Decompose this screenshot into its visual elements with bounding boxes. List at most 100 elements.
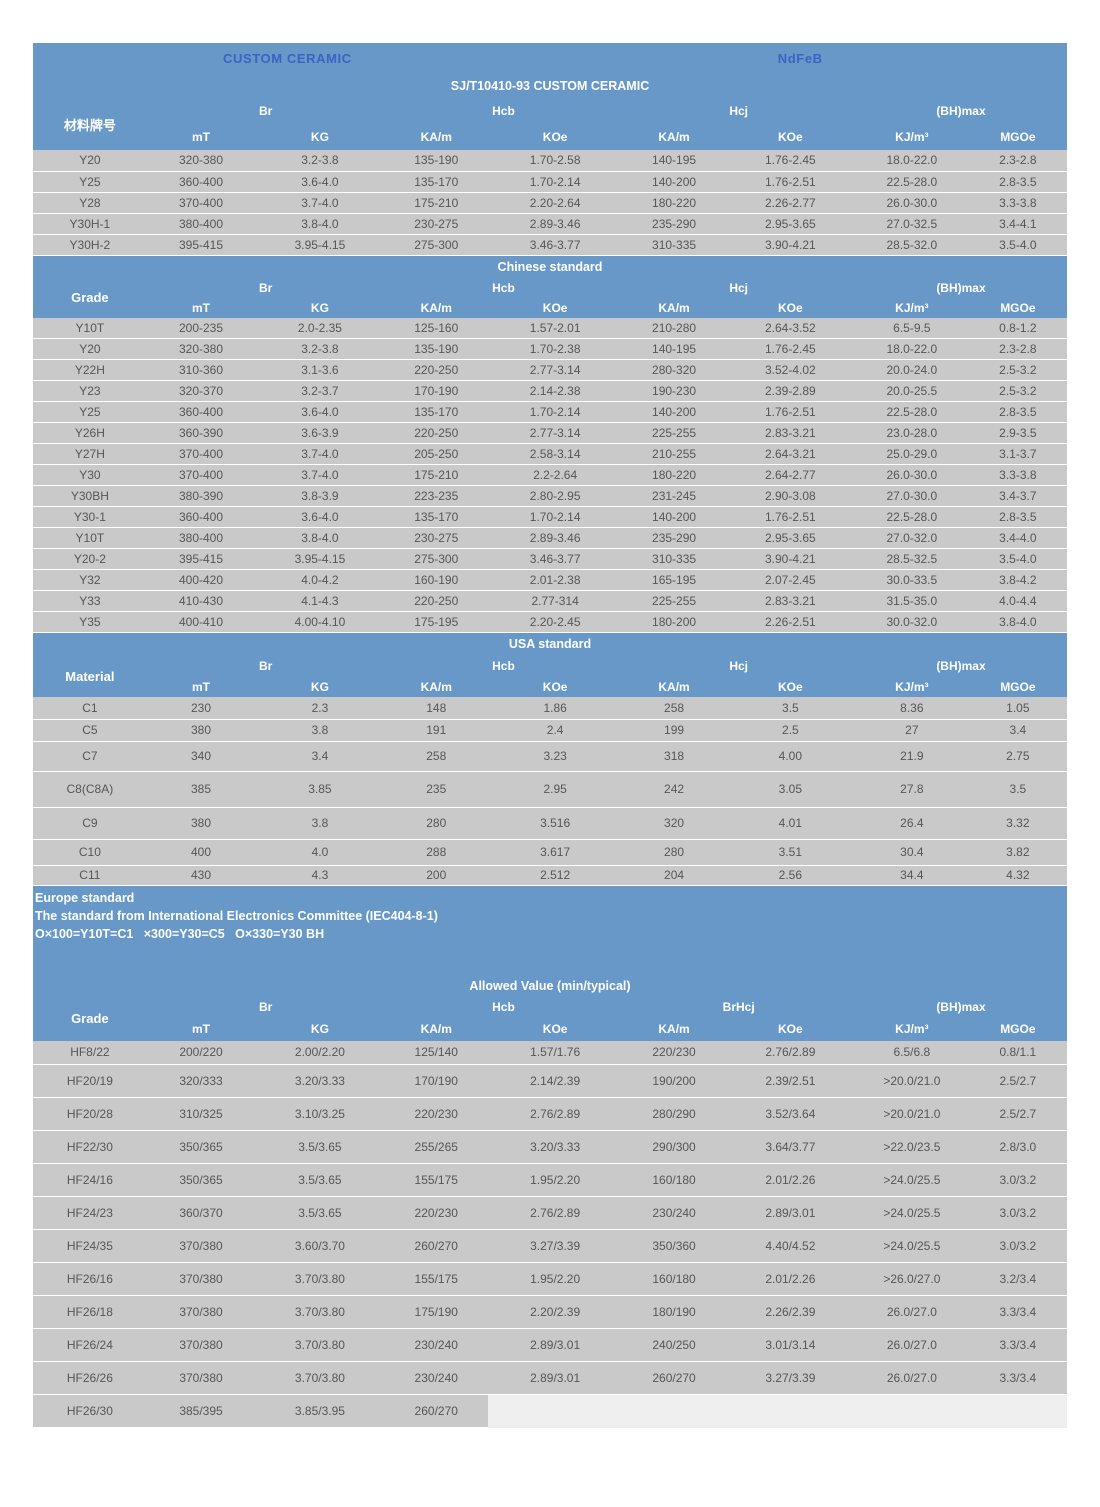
table-cell: 1.76-2.45 bbox=[725, 150, 855, 172]
table-cell: 310-360 bbox=[146, 359, 256, 381]
table-cell: 2.5 bbox=[725, 719, 855, 742]
table-cell: 199 bbox=[622, 719, 726, 742]
table-cell: 2.0-2.35 bbox=[255, 317, 385, 339]
table-cell: 395-415 bbox=[146, 548, 256, 570]
table-cell: 288 bbox=[384, 839, 488, 866]
group-header-hcb: Hcb bbox=[384, 996, 623, 1017]
table-cell: >24.0/25.5 bbox=[854, 1196, 969, 1230]
unit-header: KOe bbox=[487, 297, 623, 318]
table-cell: 3.7-4.0 bbox=[255, 443, 385, 465]
group-header-bhmax: (BH)max bbox=[854, 98, 1067, 123]
table-cell: 340 bbox=[146, 741, 256, 772]
table-cell: 260/270 bbox=[622, 1361, 726, 1395]
table-cell: 380 bbox=[146, 807, 256, 840]
grade-column-header: Material bbox=[33, 655, 147, 697]
table-cell: 2.5/2.7 bbox=[968, 1097, 1067, 1131]
table-cell: 3.5 bbox=[968, 771, 1067, 808]
table-cell: 370/380 bbox=[146, 1229, 256, 1263]
table-row: HF26/30 385/395 3.85/3.95 260/270 bbox=[33, 1394, 1067, 1428]
table-cell: 135-170 bbox=[384, 506, 488, 528]
table-cell: 205-250 bbox=[384, 443, 488, 465]
ndfeb-link[interactable]: NdFeB bbox=[777, 51, 823, 66]
table-cell: 2.14-2.38 bbox=[487, 380, 623, 402]
unit-header: KOe bbox=[487, 676, 623, 697]
table-cell: 27.0-30.0 bbox=[854, 485, 969, 507]
table-row: HF24/35 370/380 3.60/3.70 260/270 3.27/3.39 3… bbox=[33, 1229, 1067, 1263]
table-cell: HF22/30 bbox=[33, 1130, 147, 1164]
table-cell: 6.5/6.8 bbox=[854, 1040, 969, 1065]
table-cell: 26.0/27.0 bbox=[854, 1295, 969, 1329]
unit-header: KA/m bbox=[622, 676, 726, 697]
table-cell: 170-190 bbox=[384, 380, 488, 402]
table-cell: C5 bbox=[33, 719, 147, 742]
column-group-row: Grade Br Hcb BrHcj (BH)max bbox=[33, 996, 1067, 1041]
table-cell: 3.4-4.1 bbox=[968, 213, 1067, 235]
table-cell: 3.0/3.2 bbox=[968, 1163, 1067, 1197]
table-cell: 140-200 bbox=[622, 401, 726, 423]
table-cell: 0.8-1.2 bbox=[968, 317, 1067, 339]
table-title: USA standard bbox=[33, 633, 1067, 655]
table-row: Y32 400-420 4.0-4.2 160-190 2.01-2.38 165-195… bbox=[33, 569, 1067, 591]
table-cell: 0.8/1.1 bbox=[968, 1040, 1067, 1065]
table-cell: >24.0/25.5 bbox=[854, 1163, 969, 1197]
table-cell: 230/240 bbox=[622, 1196, 726, 1230]
table-cell: 18.0-22.0 bbox=[854, 150, 969, 172]
table-row: Y30 370-400 3.7-4.0 175-210 2.2-2.64 180-220 2… bbox=[33, 464, 1067, 486]
unit-header-row: mT KG KA/m KOe KA/m KOe KJ/m³ MGOe bbox=[33, 123, 1067, 150]
table-cell: 310-335 bbox=[622, 548, 726, 570]
table-row: Y33 410-430 4.1-4.3 220-250 2.77-314 225-255 2… bbox=[33, 590, 1067, 612]
unit-header: KOe bbox=[725, 676, 855, 697]
table-cell: 140-195 bbox=[622, 150, 726, 172]
table-cell: 1.76-2.51 bbox=[725, 401, 855, 423]
table-cell: Y23 bbox=[33, 380, 147, 402]
table-cell: 3.8-4.0 bbox=[255, 527, 385, 549]
europe-standard-equivalence-line: O×100=Y10T=C1 ×300=Y30=C5 O×330=Y30 BH bbox=[35, 926, 325, 941]
table-cell: 135-190 bbox=[384, 150, 488, 172]
table-cell: 3.60/3.70 bbox=[255, 1229, 385, 1263]
table-cell: 3.0/3.2 bbox=[968, 1229, 1067, 1263]
table-cell: 3.8-3.9 bbox=[255, 485, 385, 507]
table-cell: 2.95-3.65 bbox=[725, 527, 855, 549]
table-row: Y28 370-400 3.7-4.0 175-210 2.20-2.64 180-220… bbox=[33, 192, 1067, 214]
table-cell: 175-210 bbox=[384, 192, 488, 214]
table-cell: 3.8-4.2 bbox=[968, 569, 1067, 591]
table-cell: C11 bbox=[33, 865, 147, 886]
table-body: C1 230 2.3 148 1.86 258 3.5 8.36 1.05 C5 380 3.8 191… bbox=[33, 697, 1067, 886]
group-header-hcj: Hcj bbox=[622, 98, 855, 123]
unit-header: KA/m bbox=[384, 676, 488, 697]
table-cell: 200/220 bbox=[146, 1040, 256, 1065]
table-cell: 1.70-2.14 bbox=[487, 401, 623, 423]
table-cell: 3.20/3.33 bbox=[255, 1064, 385, 1098]
table-cell: 3.52/3.64 bbox=[725, 1097, 855, 1131]
group-header-bhmax: (BH)max bbox=[854, 277, 1067, 298]
unit-header: KG bbox=[255, 297, 385, 318]
table-cell: 360-400 bbox=[146, 401, 256, 423]
custom-ceramic-link[interactable]: CUSTOM CERAMIC bbox=[222, 51, 352, 66]
table-cell: 2.26/2.39 bbox=[725, 1295, 855, 1329]
table-cell: 160/180 bbox=[622, 1163, 726, 1197]
table-cell: 235-290 bbox=[622, 213, 726, 235]
table-cell: 2.01-2.38 bbox=[487, 569, 623, 591]
group-header-hcb: Hcb bbox=[384, 277, 623, 298]
allowed-value-table: Allowed Value (min/typical) Grade Br Hcb… bbox=[33, 966, 1067, 1428]
table-cell: Y30-1 bbox=[33, 506, 147, 528]
table-cell: 26.0/27.0 bbox=[854, 1361, 969, 1395]
table-cell: 2.80-2.95 bbox=[487, 485, 623, 507]
table-cell: 3.82 bbox=[968, 839, 1067, 866]
chinese-standard-table: Chinese standard Grade Br Hcb Hcj (BH)ma… bbox=[33, 255, 1067, 633]
group-header-br: Br bbox=[146, 277, 385, 298]
table-cell: 23.0-28.0 bbox=[854, 422, 969, 444]
table-body: Y10T 200-235 2.0-2.35 125-160 1.57-2.01 210-2… bbox=[33, 317, 1067, 633]
table-cell: 280-320 bbox=[622, 359, 726, 381]
table-cell: 255/265 bbox=[384, 1130, 488, 1164]
table-cell: 2.5-3.2 bbox=[968, 380, 1067, 402]
table-cell: 3.2-3.8 bbox=[255, 338, 385, 360]
group-header-hcj: Hcj bbox=[622, 655, 855, 676]
table-cell: 2.39-2.89 bbox=[725, 380, 855, 402]
table-cell: 2.8-3.5 bbox=[968, 171, 1067, 193]
table-cell: 380 bbox=[146, 719, 256, 742]
table-cell: 370/380 bbox=[146, 1328, 256, 1362]
table-cell: 310/325 bbox=[146, 1097, 256, 1131]
table-cell: 170/190 bbox=[384, 1064, 488, 1098]
table-cell: 22.5-28.0 bbox=[854, 401, 969, 423]
